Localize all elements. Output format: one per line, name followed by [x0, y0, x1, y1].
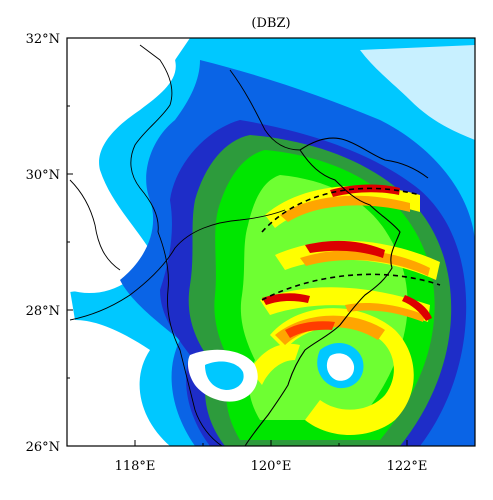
eyewall	[270, 308, 414, 435]
map-title: (DBZ)	[251, 16, 290, 31]
lat-label-28n: 28°N	[26, 304, 60, 319]
province-border-1	[69, 209, 286, 321]
coastline	[244, 149, 401, 446]
lon-label-122e: 122°E	[387, 459, 428, 474]
rainband-north	[265, 185, 420, 228]
reflectivity-max-core	[305, 240, 385, 258]
lat-label-30n: 30°N	[26, 168, 60, 183]
lon-label-118e: 118°E	[115, 459, 156, 474]
province-border-2	[130, 44, 173, 233]
rainband-axis-1	[261, 187, 421, 233]
rainband-axis-2	[261, 273, 441, 301]
lon-label-120e: 120°E	[251, 459, 292, 474]
lat-label-32n: 32°N	[26, 32, 60, 47]
plot-area	[67, 38, 475, 446]
axis-ticks	[67, 37, 408, 447]
lat-label-26n: 26°N	[26, 440, 60, 455]
